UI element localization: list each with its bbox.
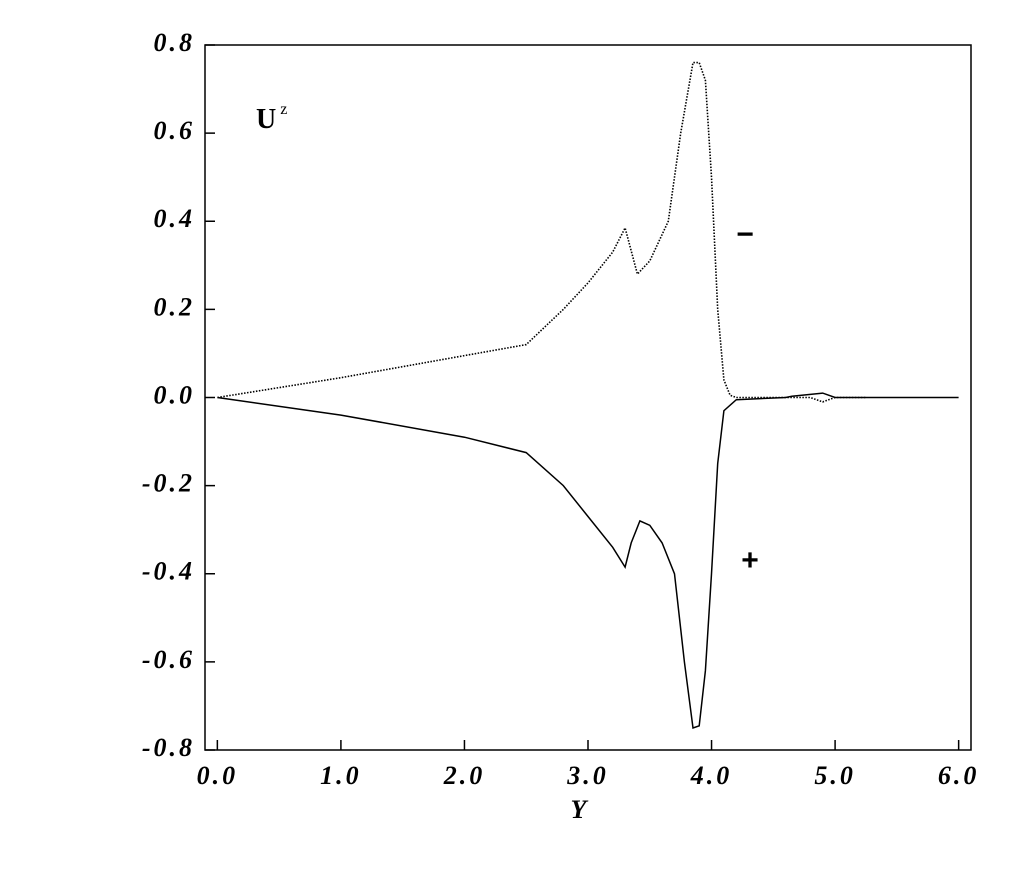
y-tick-label: -0.8: [142, 733, 195, 762]
x-tick-label: 6.0: [938, 761, 980, 790]
series-line: [217, 392, 959, 730]
x-tick-label: 1.0: [320, 761, 362, 790]
x-tick-label: 4.0: [690, 761, 733, 790]
x-tick-label: 2.0: [443, 761, 486, 790]
series-label: +: [741, 544, 759, 577]
y-tick-label: 0.0: [154, 380, 196, 409]
y-tick-label: -0.2: [142, 469, 195, 498]
x-tick-label: 0.0: [197, 761, 239, 790]
x-tick-label: 3.0: [566, 761, 609, 790]
y-tick-label: 0.8: [154, 28, 196, 57]
annotation-text: U: [256, 104, 276, 135]
x-axis-label: Y: [571, 795, 590, 824]
annotation-superscript: z: [280, 101, 287, 118]
x-tick-label: 5.0: [814, 761, 856, 790]
series-label: −: [736, 218, 754, 251]
y-tick-label: -0.4: [142, 557, 195, 586]
y-tick-label: -0.6: [142, 645, 195, 674]
series-line: [217, 61, 866, 403]
y-tick-label: 0.2: [154, 292, 196, 321]
y-tick-label: 0.4: [154, 204, 196, 233]
y-tick-label: 0.6: [154, 116, 196, 145]
